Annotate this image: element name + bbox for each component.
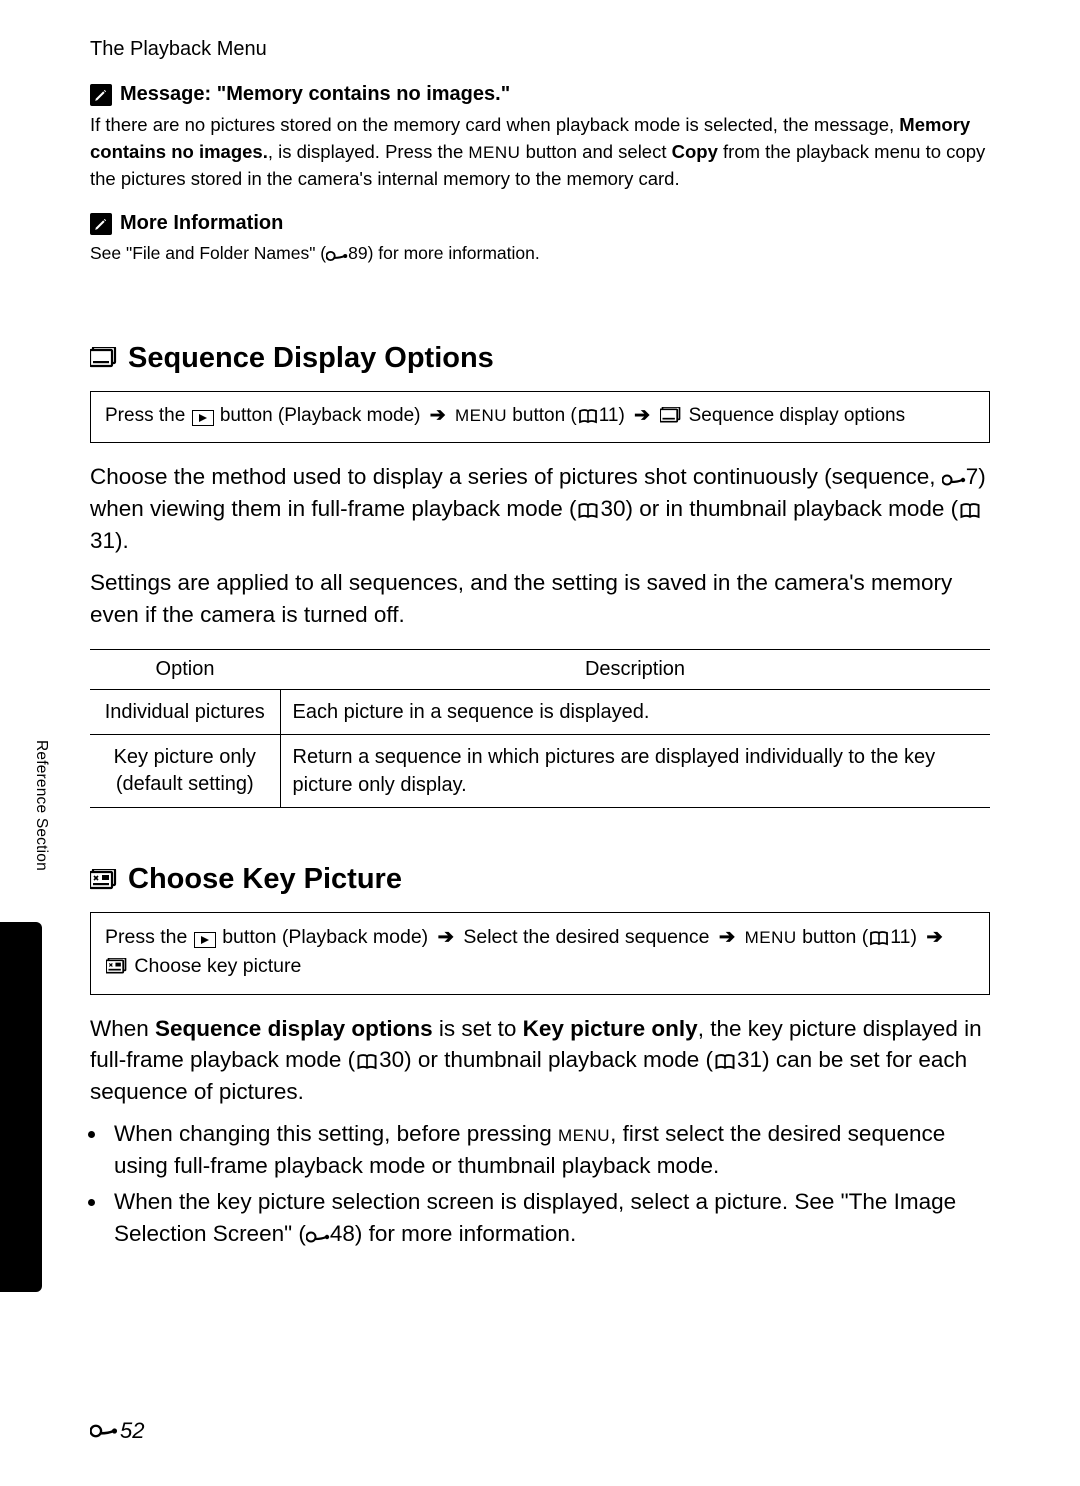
book-ref-icon (869, 931, 889, 946)
note-more-info: More Information See "File and Folder Na… (90, 212, 990, 266)
playback-button-icon (192, 410, 214, 426)
pencil-note-icon (90, 213, 112, 235)
reference-link-icon (90, 1423, 118, 1439)
note-title-text: More Information (120, 212, 283, 235)
reference-link-icon (326, 250, 348, 262)
side-tab-label: Reference Section (32, 740, 50, 871)
heading-choose-key-picture: Choose Key Picture (90, 863, 990, 896)
key-picture-icon (90, 869, 118, 891)
arrow-icon: ➔ (719, 926, 735, 948)
list-item: When the key picture selection screen is… (108, 1186, 990, 1250)
menu-label: MENU (468, 143, 520, 162)
note-body: See "File and Folder Names" (89) for mor… (90, 241, 990, 266)
note-body: If there are no pictures stored on the m… (90, 112, 990, 192)
note-memory-no-images: Message: "Memory contains no images." If… (90, 83, 990, 192)
note-title-text: Message: "Memory contains no images." (120, 83, 510, 106)
table-cell-option: Key picture only (default setting) (90, 735, 280, 808)
table-header-option: Option (90, 650, 280, 690)
book-ref-icon (959, 503, 981, 519)
reference-link-icon (306, 1230, 330, 1244)
heading-text: Sequence Display Options (128, 342, 494, 375)
heading-text: Choose Key Picture (128, 863, 402, 896)
body-paragraph: Choose the method used to display a seri… (90, 461, 990, 557)
navigation-path-box: Press the button (Playback mode) ➔ Selec… (90, 912, 990, 995)
table-row: Individual pictures Each picture in a se… (90, 690, 990, 735)
book-ref-icon (356, 1054, 378, 1070)
pencil-note-icon (90, 84, 112, 106)
page-content: The Playback Menu Message: "Memory conta… (0, 0, 1080, 1294)
bullet-list: When changing this setting, before press… (108, 1118, 990, 1250)
note-title-row: More Information (90, 212, 990, 235)
section-header: The Playback Menu (90, 38, 990, 61)
book-ref-icon (577, 503, 599, 519)
heading-sequence-display: Sequence Display Options (90, 342, 990, 375)
table-header-description: Description (280, 650, 990, 690)
body-paragraph: Settings are applied to all sequences, a… (90, 567, 990, 631)
arrow-icon: ➔ (430, 405, 446, 426)
arrow-icon: ➔ (438, 926, 454, 948)
sequence-icon (660, 407, 682, 424)
body-paragraph: When Sequence display options is set to … (90, 1013, 990, 1109)
page-footer: 52 (90, 1418, 144, 1444)
side-tab-indicator (0, 922, 42, 1292)
key-picture-icon (106, 958, 128, 975)
page-number: 52 (120, 1418, 144, 1444)
note-title-row: Message: "Memory contains no images." (90, 83, 990, 106)
table-row: Key picture only (default setting) Retur… (90, 735, 990, 808)
list-item: When changing this setting, before press… (108, 1118, 990, 1182)
navigation-path-box: Press the button (Playback mode) ➔ MENU … (90, 391, 990, 444)
arrow-icon: ➔ (634, 405, 650, 426)
options-table: Option Description Individual pictures E… (90, 649, 990, 808)
reference-link-icon (942, 473, 966, 487)
book-ref-icon (578, 409, 598, 424)
arrow-icon: ➔ (926, 926, 942, 948)
table-cell-description: Each picture in a sequence is displayed. (280, 690, 990, 735)
table-cell-description: Return a sequence in which pictures are … (280, 735, 990, 808)
sequence-icon (90, 347, 118, 369)
book-ref-icon (714, 1054, 736, 1070)
playback-button-icon (194, 932, 216, 948)
table-cell-option: Individual pictures (90, 690, 280, 735)
